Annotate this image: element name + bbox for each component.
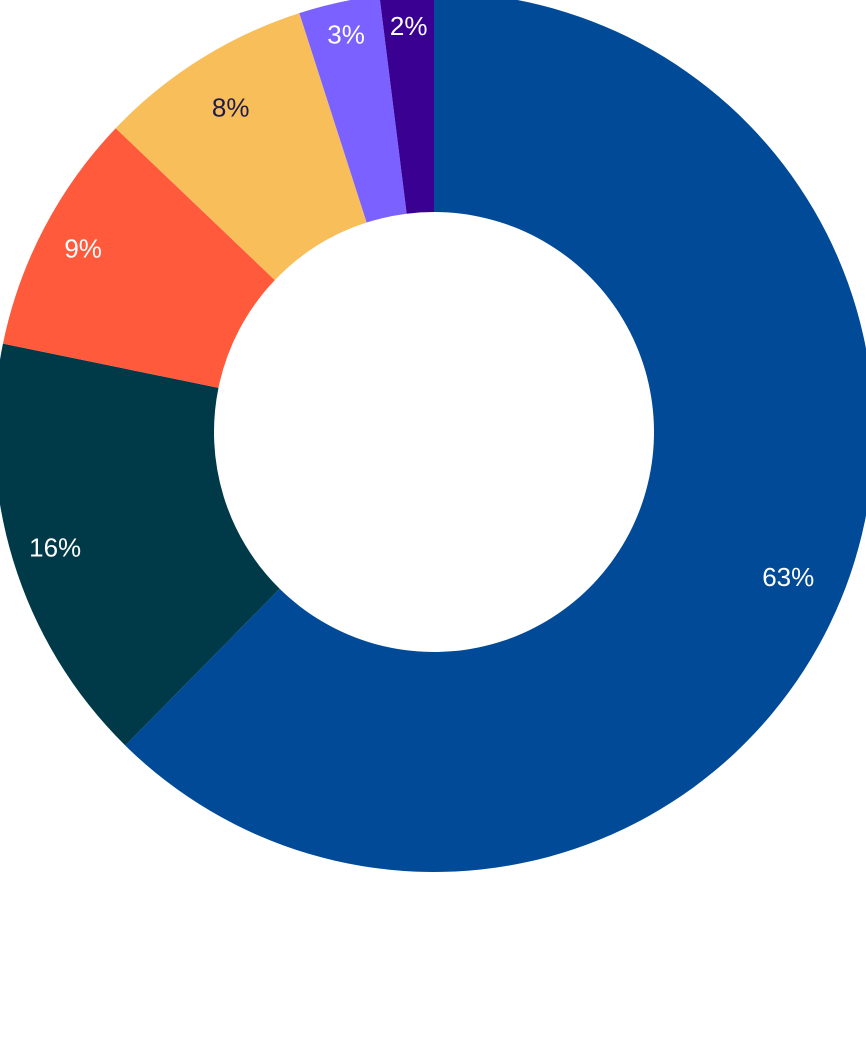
slice-5 bbox=[299, 0, 407, 223]
slice-2 bbox=[0, 343, 280, 746]
slice-5-label: 3% bbox=[327, 20, 365, 50]
slice-6 bbox=[379, 0, 434, 214]
labels-layer: 63% 16% 9% 8% 3% 2% bbox=[29, 11, 814, 592]
slice-4 bbox=[115, 13, 367, 281]
slice-4-label: 8% bbox=[212, 93, 250, 123]
slice-3-label: 9% bbox=[64, 233, 102, 263]
slice-1 bbox=[125, 0, 866, 872]
slice-2-label: 16% bbox=[29, 532, 81, 562]
slice-6-label: 2% bbox=[390, 11, 428, 41]
slices-layer bbox=[0, 0, 866, 872]
slice-3 bbox=[2, 128, 275, 388]
slice-1-label: 63% bbox=[762, 562, 814, 592]
